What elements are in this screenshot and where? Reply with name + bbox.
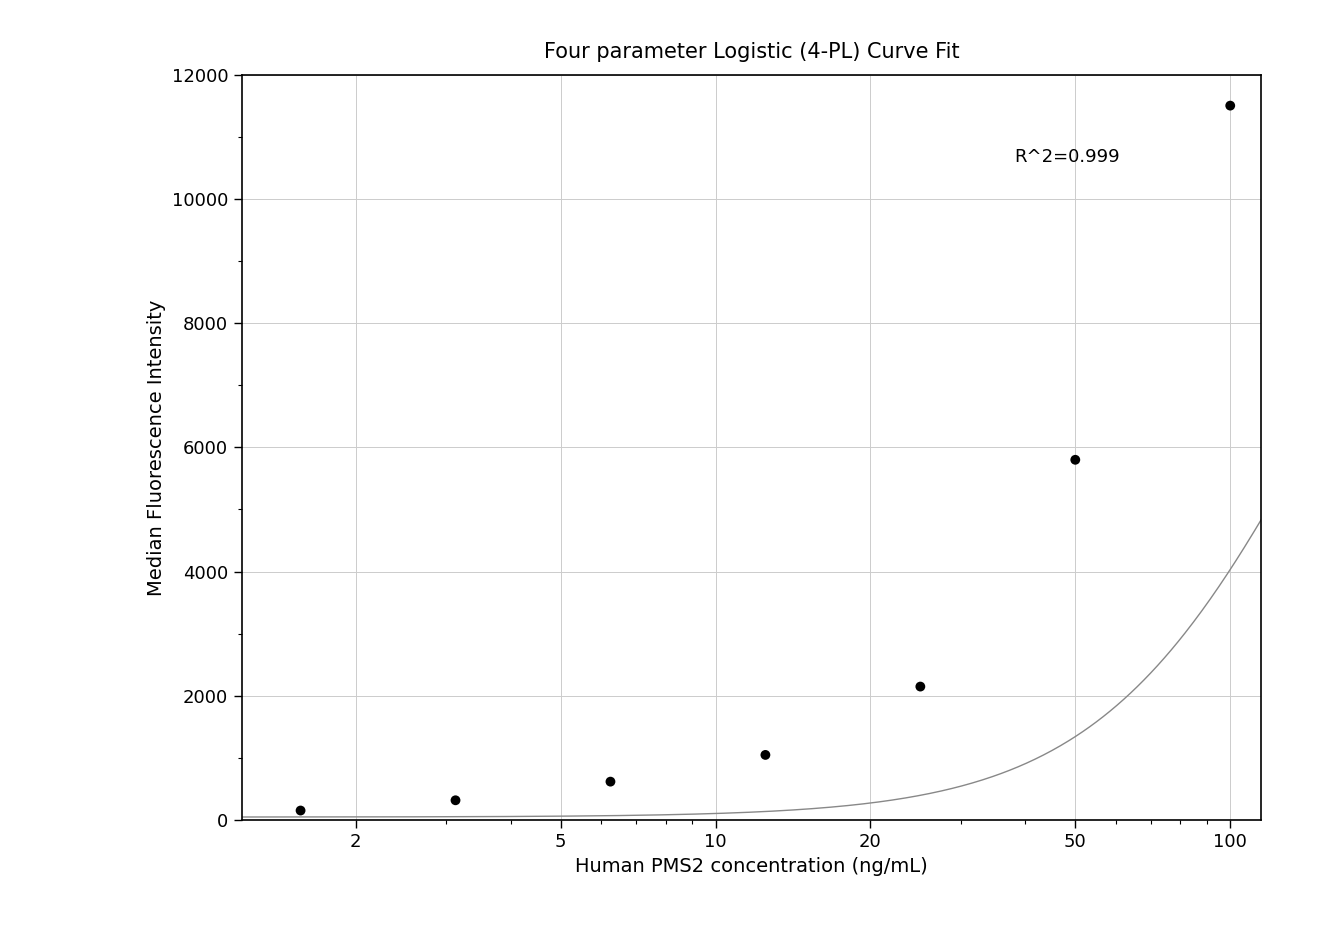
- Point: [1064, 452, 1086, 467]
- Point: [754, 747, 776, 762]
- Title: Four parameter Logistic (4-PL) Curve Fit: Four parameter Logistic (4-PL) Curve Fit: [544, 42, 960, 62]
- Point: [1220, 98, 1241, 113]
- Text: R^2=0.999: R^2=0.999: [1015, 147, 1119, 166]
- Point: [290, 803, 311, 818]
- Point: [910, 679, 931, 694]
- Point: [444, 793, 466, 808]
- X-axis label: Human PMS2 concentration (ng/mL): Human PMS2 concentration (ng/mL): [576, 857, 927, 876]
- Y-axis label: Median Fluorescence Intensity: Median Fluorescence Intensity: [148, 299, 166, 596]
- Point: [600, 774, 621, 789]
